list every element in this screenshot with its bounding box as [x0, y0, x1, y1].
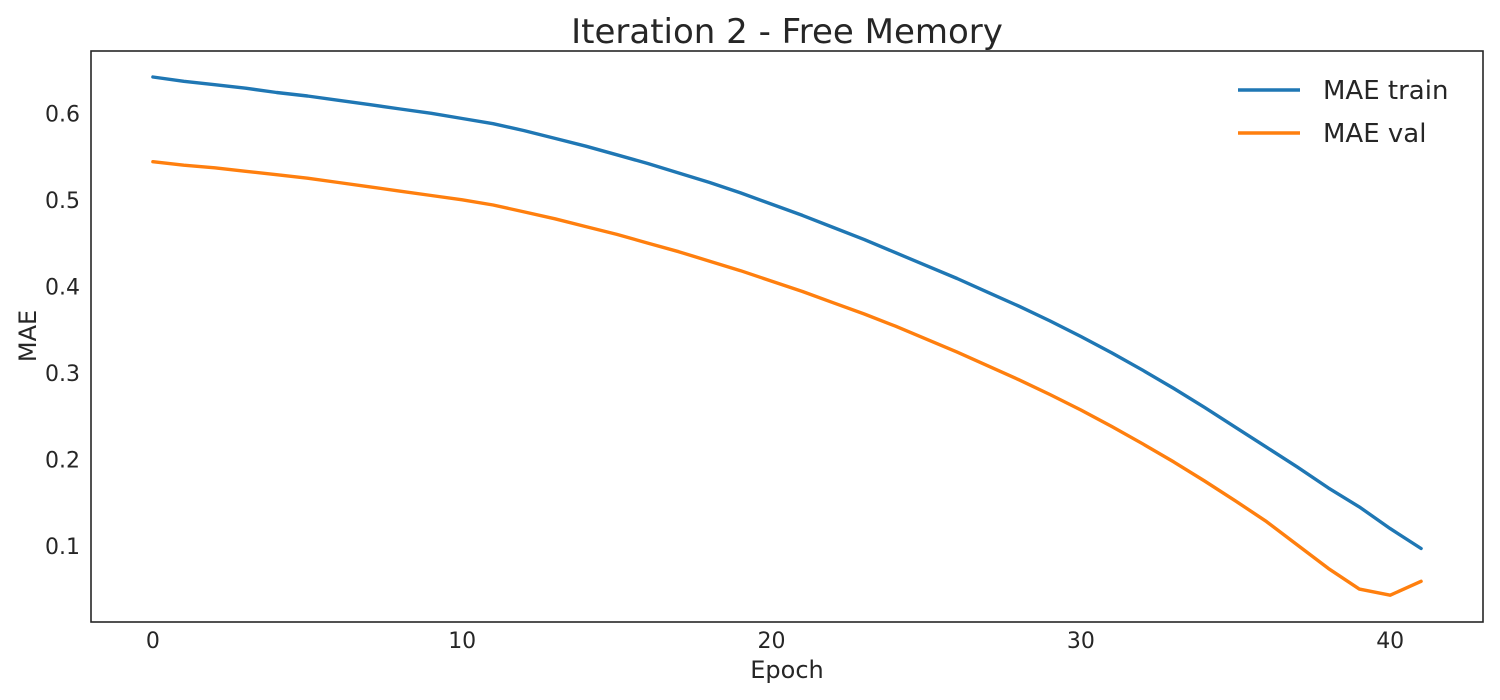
series-line-2 [151, 159, 1423, 597]
y-tick-label: 0.2 [45, 448, 80, 473]
plot-frame [90, 50, 1484, 623]
y-tick-label: 0.3 [45, 362, 80, 387]
y-axis-label: MAE [14, 310, 42, 362]
y-tick-label: 0.6 [45, 102, 80, 127]
legend-label-2: MAE val [1323, 119, 1426, 149]
y-tick-label: 0.1 [45, 535, 80, 560]
y-tick-label: 0.5 [45, 189, 80, 214]
series-line-1 [151, 75, 1423, 551]
x-axis-label: Epoch [750, 656, 824, 684]
x-tick-label: 20 [758, 629, 786, 654]
chart-title: Iteration 2 - Free Memory [571, 12, 1003, 52]
x-tick-label: 10 [448, 629, 476, 654]
y-axis-ticks: 0.1 0.2 0.3 0.4 0.5 0.6 [45, 102, 80, 560]
y-tick-label: 0.4 [45, 275, 80, 300]
plot-area [151, 75, 1423, 597]
legend: MAE train MAE val [1238, 76, 1448, 149]
x-tick-label: 0 [146, 629, 160, 654]
x-tick-label: 30 [1067, 629, 1095, 654]
x-axis-ticks: 0 10 20 30 40 [146, 629, 1404, 654]
legend-label-1: MAE train [1323, 76, 1448, 106]
x-tick-label: 40 [1376, 629, 1404, 654]
